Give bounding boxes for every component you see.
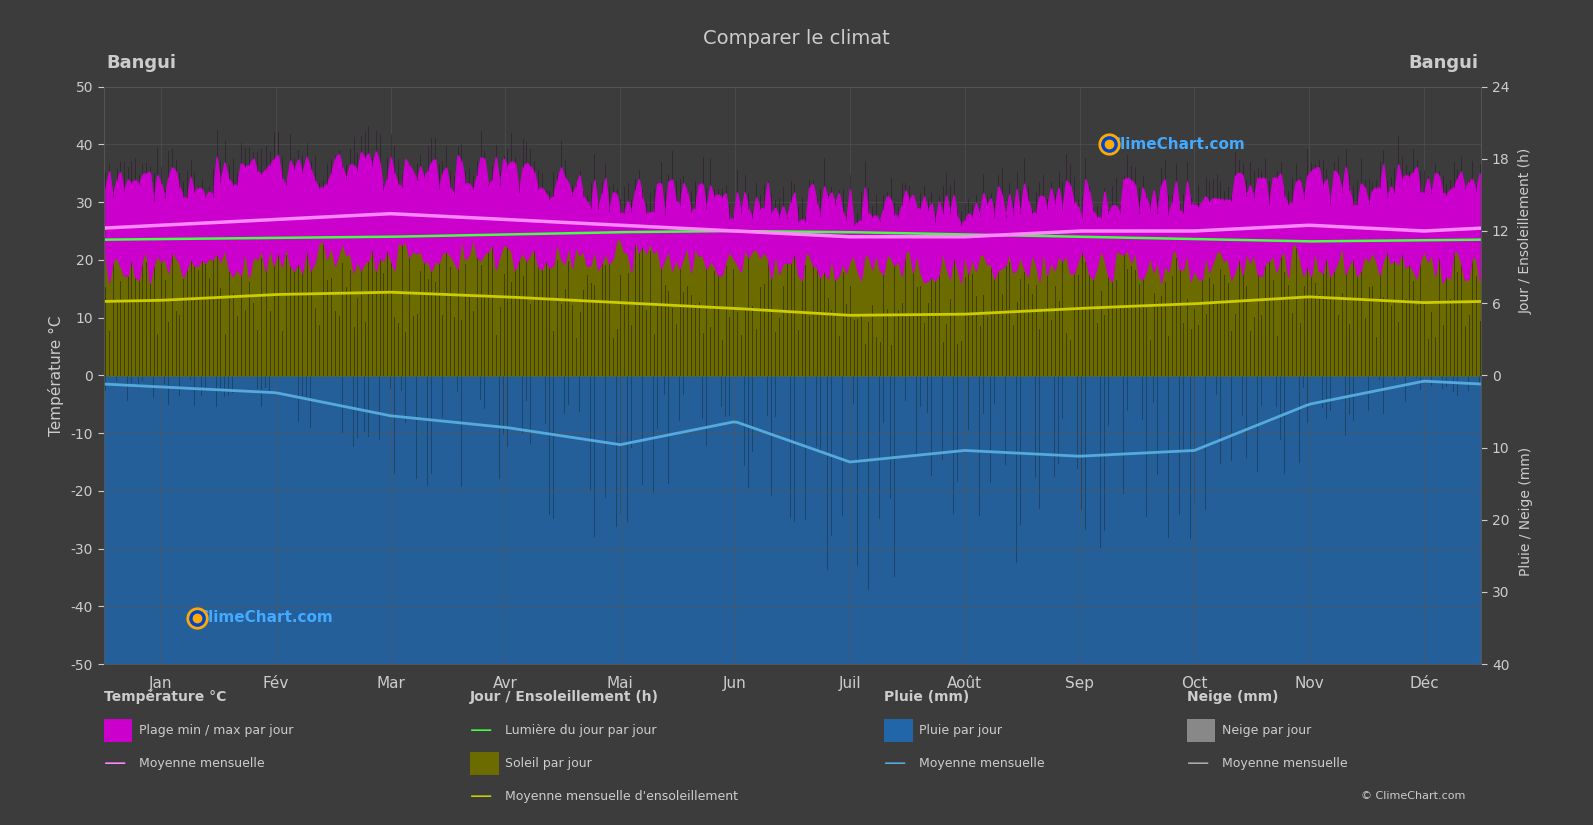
Text: Température °C: Température °C: [104, 690, 226, 705]
Text: Jour / Ensoleillement (h): Jour / Ensoleillement (h): [1520, 148, 1532, 314]
Text: —: —: [884, 753, 906, 773]
Text: —: —: [1187, 753, 1209, 773]
Text: Plage min / max par jour: Plage min / max par jour: [139, 724, 293, 737]
Text: ClimeChart.com: ClimeChart.com: [1109, 137, 1246, 152]
Text: Moyenne mensuelle d'ensoleillement: Moyenne mensuelle d'ensoleillement: [505, 790, 738, 803]
Text: Jour / Ensoleillement (h): Jour / Ensoleillement (h): [470, 691, 660, 704]
Text: —: —: [470, 786, 492, 806]
Text: Neige par jour: Neige par jour: [1222, 724, 1311, 737]
Text: —: —: [104, 753, 126, 773]
Text: Lumière du jour par jour: Lumière du jour par jour: [505, 724, 656, 737]
Text: Neige (mm): Neige (mm): [1187, 691, 1278, 704]
Text: Pluie par jour: Pluie par jour: [919, 724, 1002, 737]
Text: —: —: [470, 720, 492, 740]
Text: © ClimeChart.com: © ClimeChart.com: [1360, 791, 1466, 801]
Text: ClimeChart.com: ClimeChart.com: [198, 610, 333, 625]
Text: Moyenne mensuelle: Moyenne mensuelle: [1222, 757, 1348, 770]
Text: Bangui: Bangui: [1408, 54, 1478, 73]
Text: Comparer le climat: Comparer le climat: [703, 29, 890, 48]
Text: Pluie / Neige (mm): Pluie / Neige (mm): [1520, 447, 1532, 576]
Text: Pluie (mm): Pluie (mm): [884, 691, 970, 704]
Text: Soleil par jour: Soleil par jour: [505, 757, 591, 770]
Text: Moyenne mensuelle: Moyenne mensuelle: [919, 757, 1045, 770]
Text: Moyenne mensuelle: Moyenne mensuelle: [139, 757, 264, 770]
Y-axis label: Température °C: Température °C: [48, 315, 64, 436]
Text: Bangui: Bangui: [107, 54, 177, 73]
